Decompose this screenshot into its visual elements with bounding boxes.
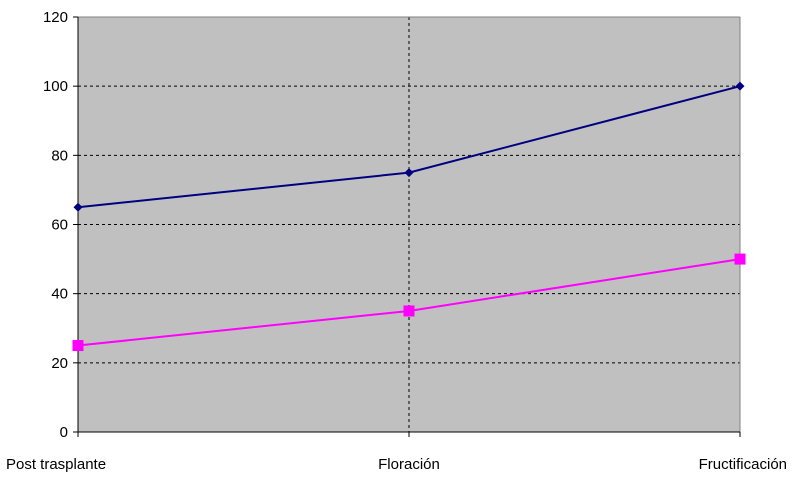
series-0-point [73,202,83,212]
y-tick-label: 120 [43,9,68,26]
x-tick-label: Floración [378,456,440,473]
x-tick-label: Fructificación [699,456,787,473]
y-tick-label: 0 [60,424,68,441]
y-tick-label: 60 [51,217,68,234]
series-1-point [403,305,415,317]
series-1-point [72,340,84,352]
series-0-point [404,168,414,178]
series-0-point [735,81,745,91]
series-1-point [734,253,746,265]
y-tick-label: 100 [43,78,68,95]
y-tick-label: 80 [51,147,68,164]
y-tick-label: 20 [51,355,68,372]
y-tick-label: 40 [51,286,68,303]
x-tick-label: Post trasplante [6,456,106,473]
